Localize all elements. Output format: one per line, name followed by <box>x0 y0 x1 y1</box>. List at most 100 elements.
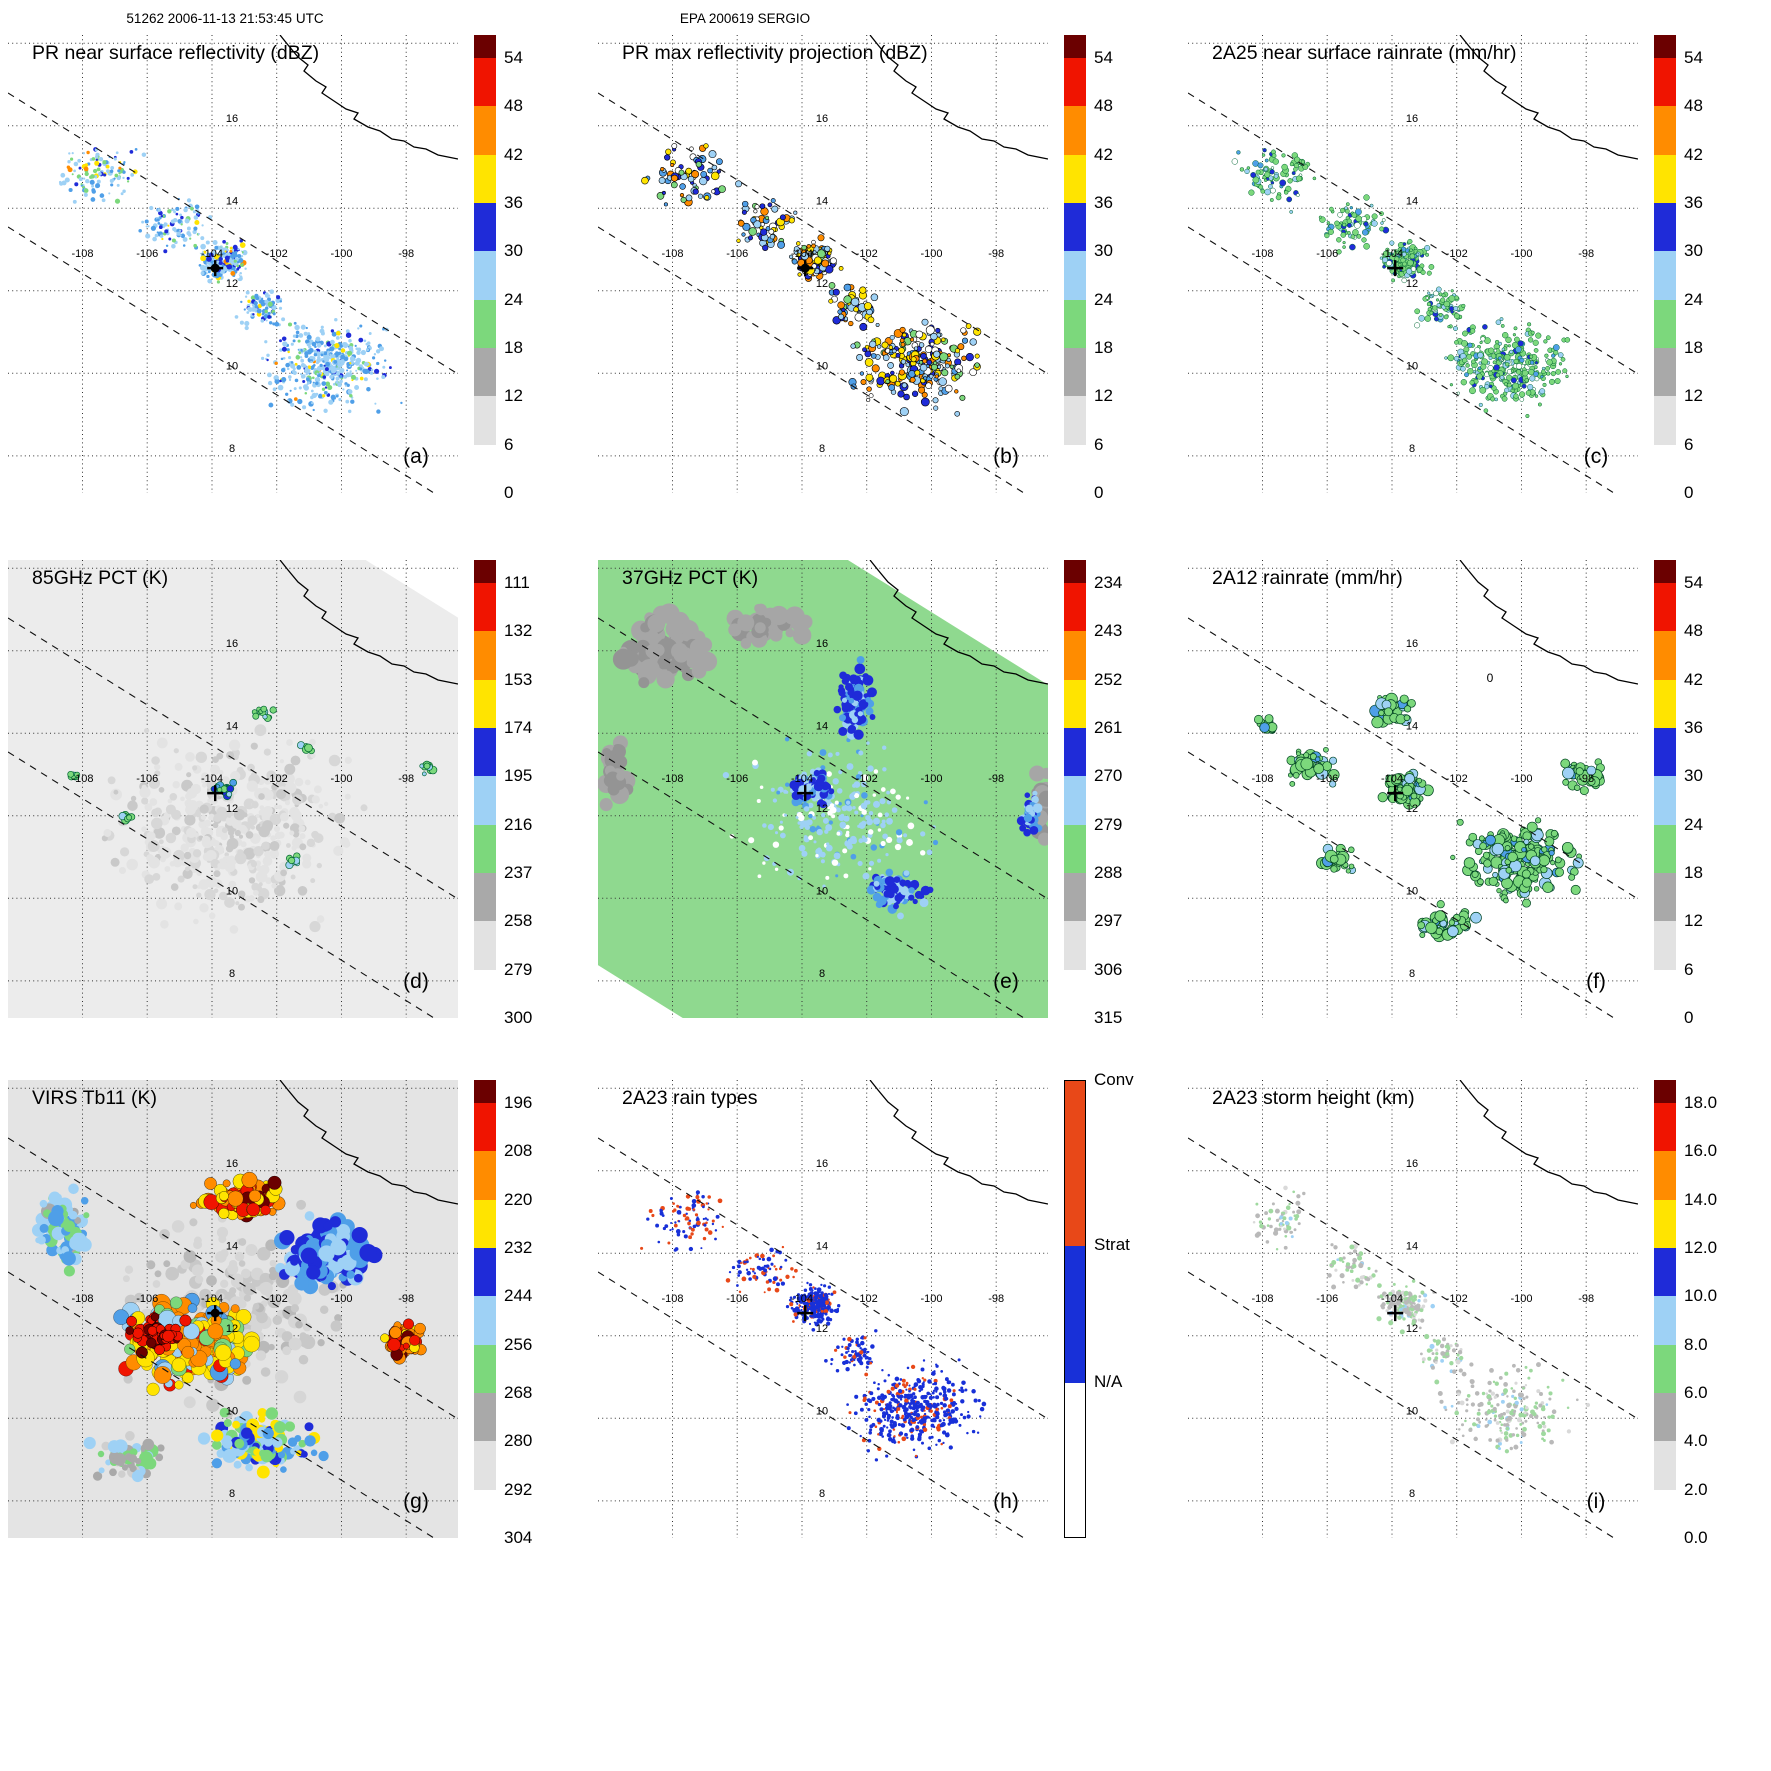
colorbar-segment <box>1064 202 1086 252</box>
colorbar-tick: 36 <box>504 192 523 212</box>
colorbar-tick: 220 <box>504 1189 533 1209</box>
lat-label: 14 <box>226 720 238 732</box>
colorbar-segment <box>1654 776 1676 825</box>
colorbar-tick: 234 <box>1094 572 1123 592</box>
colorbar-segment <box>474 299 496 348</box>
lat-label: 10 <box>816 1405 828 1417</box>
colorbar-segment <box>474 1199 496 1248</box>
colorbar-segment <box>1654 1441 1676 1490</box>
colorbar-tick: 24 <box>1094 289 1113 309</box>
lon-label: -106 <box>136 773 158 785</box>
colorbar-segment <box>1064 347 1086 397</box>
panel-d: -108 -106 -104 -102 -100 -98 16 14 12 10 8 85GHz PC… <box>8 560 588 1040</box>
latlon-grid <box>598 1080 1048 1538</box>
latlon-grid <box>1188 1080 1638 1538</box>
colorbar-segment <box>474 1296 496 1345</box>
colorbar-tick: 10.0 <box>1684 1286 1718 1306</box>
panel-title: 2A23 rain types <box>622 1087 758 1109</box>
colorbar-tick: 42 <box>504 144 523 164</box>
colorbar-segment <box>1064 299 1086 348</box>
colorbar-segment <box>1064 583 1086 632</box>
colorbar-segment <box>1064 631 1086 680</box>
colorbar-segment <box>1654 1296 1676 1345</box>
swath-edges <box>1188 617 1638 1018</box>
colorbar-tick: 6.0 <box>1684 1383 1708 1402</box>
colorbar-segment <box>474 1151 496 1200</box>
lon-label: -102 <box>1446 773 1468 785</box>
data-field <box>1254 692 1605 943</box>
map-plot-b: -108 -106 -104 -102 -100 -98 16 14 12 10 8 PR max r… <box>598 35 1048 493</box>
colorbar-tick: 42 <box>1684 669 1703 689</box>
map-plot-d: -108 -106 -104 -102 -100 -98 16 14 12 10 8 85GHz PC… <box>8 560 458 1018</box>
data-field <box>1252 1185 1591 1454</box>
colorbar-segment <box>1064 444 1086 493</box>
lon-label: -108 <box>1251 773 1273 785</box>
colorbar-segment <box>474 1344 496 1393</box>
colorbar-tick: 304 <box>504 1528 533 1547</box>
colorbar-tick: 237 <box>504 863 533 882</box>
lat-label: 12 <box>226 278 238 290</box>
swath-edges <box>598 617 1048 1018</box>
lon-label: -98 <box>988 773 1004 785</box>
colorbar-tick: 18 <box>1684 863 1703 882</box>
lat-label: 14 <box>226 1240 238 1252</box>
colorbar-raintype <box>1064 1080 1086 1538</box>
lon-label: -102 <box>266 1293 288 1305</box>
panel-e: -108 -106 -104 -102 -100 -98 16 14 12 10 8 37GHz PC… <box>598 560 1178 1040</box>
map-plot-c: -108 -106 -104 -102 -100 -98 16 14 12 10 8 2A25 nea… <box>1188 35 1638 493</box>
colorbar-tick: 297 <box>1094 911 1123 931</box>
lon-label: -108 <box>661 1293 683 1305</box>
map-plot-f: -108 -106 -104 -102 -100 -98 16 14 12 10 8 0 2A12 ra… <box>1188 560 1638 1018</box>
colorbar-segment <box>1654 202 1676 252</box>
swath-edges <box>598 92 1048 493</box>
panel-letter: (h) <box>993 1490 1019 1513</box>
colorbar-tick: 288 <box>1094 863 1123 882</box>
colorbar-tick: 292 <box>504 1479 533 1499</box>
lon-label: -106 <box>726 1293 748 1305</box>
colorbar-tick: 30 <box>504 241 523 261</box>
lat-label: 10 <box>1406 1405 1418 1417</box>
panel-letter: (i) <box>1587 1490 1606 1513</box>
colorbar-segment <box>1654 824 1676 873</box>
colorbar-segment <box>474 1103 496 1152</box>
colorbar-tick: 153 <box>504 669 533 689</box>
coastline <box>279 1080 458 1205</box>
colorbar-tick: 111 <box>504 572 530 592</box>
lon-label: -106 <box>1316 1293 1338 1305</box>
lat-label: 16 <box>816 113 828 125</box>
lon-label: -106 <box>136 248 158 260</box>
colorbar-tick: 174 <box>504 717 533 737</box>
colorbar-segment <box>1654 1247 1676 1297</box>
colorbar-segment-strat <box>1065 1246 1085 1383</box>
lat-label: 16 <box>1406 1158 1418 1170</box>
colorbar-tick: 2.0 <box>1684 1479 1708 1499</box>
lon-label: -104 <box>1381 773 1403 785</box>
colorbar-cap <box>474 560 496 583</box>
colorbar-segment <box>474 776 496 825</box>
colorbar-segment <box>474 824 496 873</box>
lon-label: -102 <box>1446 248 1468 260</box>
colorbar-segment <box>474 444 496 493</box>
colorbar-virs <box>474 1080 496 1538</box>
lat-label: 8 <box>1409 443 1415 455</box>
lon-label: -104 <box>201 248 223 260</box>
colorbar-tick: 54 <box>1094 47 1113 67</box>
colorbar-tick: 261 <box>1094 717 1123 737</box>
colorbar-tick: 6 <box>1684 959 1694 979</box>
panel-title: 37GHz PCT (K) <box>622 567 758 589</box>
colorbar-label: Strat <box>1094 1235 1130 1254</box>
storm-center-marker <box>1387 1305 1404 1322</box>
swath-edges <box>1188 1137 1638 1538</box>
lat-label: 10 <box>1406 885 1418 897</box>
grid-labels: -108 -106 -104 -102 -100 -98 16 14 12 10 8 <box>661 113 1004 455</box>
lat-label: 16 <box>226 638 238 650</box>
colorbar-segment <box>1654 679 1676 728</box>
colorbar-tick: 12 <box>1684 386 1703 406</box>
colorbar-segment <box>1064 776 1086 825</box>
colorbar-segment <box>1064 106 1086 155</box>
colorbar-segment <box>474 1441 496 1490</box>
colorbar-tick: 16.0 <box>1684 1141 1718 1161</box>
colorbar-segment <box>1654 444 1676 493</box>
colorbar-segment-n/a <box>1065 1383 1085 1537</box>
colorbar-cap <box>1654 35 1676 58</box>
